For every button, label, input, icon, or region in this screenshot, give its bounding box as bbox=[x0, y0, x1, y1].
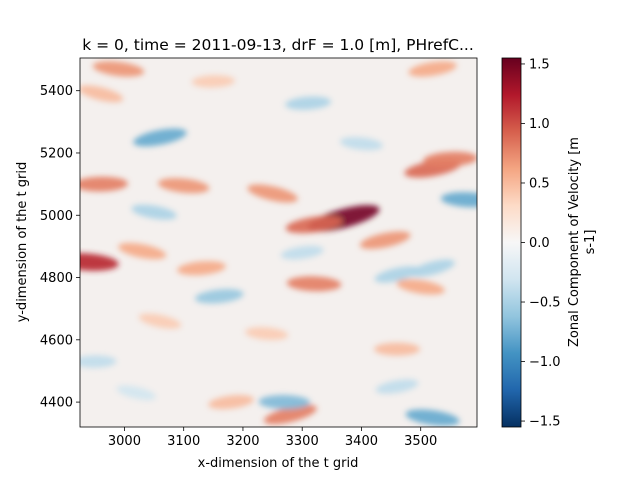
x-axis-ticks: 3000 3100 3200 3300 3400 3500 bbox=[108, 427, 437, 449]
colorbar-label-line1: Zonal Component of Velocity [m bbox=[567, 137, 582, 347]
heatmap-feature bbox=[286, 276, 342, 292]
heatmap-feature bbox=[374, 266, 420, 283]
colorbar-tick-label: 0.0 bbox=[529, 236, 550, 251]
colorbar-label-line2: s-1] bbox=[583, 230, 598, 255]
heatmap-plot-area bbox=[79, 57, 478, 428]
y-axis-label: y-dimension of the t grid bbox=[15, 162, 30, 322]
heatmap-feature bbox=[423, 151, 477, 167]
colorbar-tick-label: −1.0 bbox=[529, 355, 561, 370]
heatmap-feature bbox=[374, 342, 421, 356]
heatmap-feature bbox=[440, 192, 477, 208]
heatmap-field bbox=[80, 61, 477, 426]
heatmap-feature bbox=[247, 184, 298, 203]
colorbar: −1.5 −1.0 −0.5 0.0 0.5 1.0 1.5 Zonal Component… bbox=[501, 57, 598, 430]
heatmap-background bbox=[80, 58, 477, 427]
heatmap-feature bbox=[80, 176, 128, 192]
x-tick-label: 3200 bbox=[226, 434, 259, 449]
heatmap-feature bbox=[375, 379, 419, 394]
heatmap-feature bbox=[339, 137, 383, 151]
heatmap-feature bbox=[191, 75, 235, 88]
y-tick-label: 4800 bbox=[40, 271, 73, 286]
heatmap-feature bbox=[194, 288, 244, 304]
x-tick-label: 3500 bbox=[404, 434, 437, 449]
heatmap-feature bbox=[285, 215, 343, 234]
heatmap-feature bbox=[80, 253, 119, 271]
heatmap-feature bbox=[396, 279, 445, 295]
heatmap-feature bbox=[177, 261, 226, 276]
chart-title: k = 0, time = 2011-09-13, drF = 1.0 [m],… bbox=[82, 36, 474, 54]
colorbar-tick-label: 1.0 bbox=[529, 117, 550, 132]
heatmap-feature bbox=[131, 204, 177, 220]
heatmap-feature bbox=[80, 355, 117, 368]
heatmap-feature bbox=[410, 259, 455, 277]
colorbar-tick-label: 0.5 bbox=[529, 176, 550, 191]
heatmap-feature bbox=[408, 61, 457, 77]
heatmap-feature bbox=[405, 409, 460, 426]
y-axis-ticks: 4400 4600 4800 5000 5200 5400 bbox=[40, 84, 80, 411]
heatmap-feature bbox=[158, 178, 210, 194]
heatmap-feature bbox=[208, 395, 254, 410]
y-tick-label: 5000 bbox=[40, 209, 73, 224]
heatmap-feature bbox=[245, 327, 289, 341]
heatmap-feature bbox=[92, 61, 145, 77]
heatmap-feature bbox=[280, 245, 324, 260]
heatmap-feature bbox=[138, 313, 182, 329]
heatmap-feature bbox=[80, 85, 124, 103]
plot-frame bbox=[79, 57, 478, 428]
heatmap-feature bbox=[116, 385, 157, 401]
y-tick-label: 5400 bbox=[40, 84, 73, 99]
colorbar-tick-label: 1.5 bbox=[529, 57, 550, 72]
x-tick-label: 3000 bbox=[108, 434, 141, 449]
colorbar-ticks: −1.5 −1.0 −0.5 0.0 0.5 1.0 1.5 bbox=[521, 57, 561, 430]
x-tick-label: 3300 bbox=[286, 434, 319, 449]
y-tick-label: 4600 bbox=[40, 333, 73, 348]
heatmap-feature bbox=[285, 96, 332, 110]
colorbar-tick-label: −1.5 bbox=[529, 415, 561, 430]
x-tick-label: 3400 bbox=[345, 434, 378, 449]
colorbar-tick-label: −0.5 bbox=[529, 296, 561, 311]
y-tick-label: 5200 bbox=[40, 146, 73, 161]
y-tick-label: 4400 bbox=[40, 396, 73, 411]
x-axis-label: x-dimension of the t grid bbox=[198, 456, 359, 471]
heatmap-feature bbox=[118, 242, 167, 260]
heatmap-feature bbox=[263, 404, 317, 425]
x-tick-label: 3100 bbox=[167, 434, 200, 449]
heatmap-feature bbox=[359, 231, 411, 249]
colorbar-gradient bbox=[501, 57, 522, 428]
heatmap-feature bbox=[133, 128, 187, 147]
heatmap-feature bbox=[258, 394, 311, 410]
